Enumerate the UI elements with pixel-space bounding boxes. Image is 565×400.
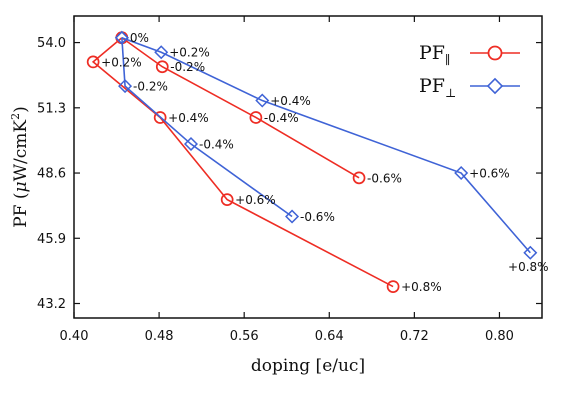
legend-marker-parallel xyxy=(487,45,503,61)
data-point xyxy=(220,193,234,206)
series-line xyxy=(121,37,293,218)
point-label: +0.4% xyxy=(270,94,311,108)
data-point xyxy=(86,55,100,69)
legend-sub-parallel: ∥ xyxy=(445,53,451,67)
data-point xyxy=(454,166,469,181)
point-labels: +0.8% +0.6% +0.4% +0.2% 0% -0.2% -0.4% -0.6% +0.… xyxy=(101,31,548,294)
series-line xyxy=(121,37,360,179)
legend-entry-perpendicular: PF⊥ xyxy=(419,75,520,100)
y-axis-title: PF (μW/cmK2) xyxy=(9,106,31,228)
data-point xyxy=(352,171,366,185)
point-label: +0.2% xyxy=(101,55,142,69)
x-axis-title: doping [e/uc] xyxy=(251,356,365,376)
y-tick-label: 51.3 xyxy=(37,101,66,116)
point-label: -0.2% xyxy=(170,60,205,74)
y-tick-label: 43.2 xyxy=(37,297,66,312)
x-axis: 0.40 0.48 0.56 0.64 0.72 0.80 xyxy=(60,16,514,344)
data-point xyxy=(386,280,400,293)
data-point xyxy=(155,60,169,74)
point-label: -0.4% xyxy=(199,138,234,152)
point-label: +0.6% xyxy=(235,193,276,207)
data-point xyxy=(154,45,169,60)
y-tick-label: 54.0 xyxy=(37,36,66,51)
point-label: +0.6% xyxy=(469,167,510,181)
x-tick-label: 0.48 xyxy=(145,329,174,344)
x-tick-label: 0.56 xyxy=(230,329,259,344)
x-tick-label: 0.64 xyxy=(315,329,344,344)
svg-text:PF∥: PF∥ xyxy=(419,42,451,67)
data-point xyxy=(114,30,129,45)
x-tick-label: 0.40 xyxy=(60,329,89,344)
point-label: -0.2% xyxy=(133,80,168,94)
series-line xyxy=(91,37,394,288)
point-label: -0.6% xyxy=(300,210,335,224)
point-label: -0.4% xyxy=(264,111,299,125)
svg-text:PF⊥: PF⊥ xyxy=(419,75,456,100)
legend: PF∥ PF⊥ xyxy=(419,42,520,100)
legend-label-parallel: PF xyxy=(419,42,445,64)
y-axis: 43.2 45.9 48.6 51.3 54.0 xyxy=(37,36,542,312)
point-label: +0.2% xyxy=(169,46,210,60)
x-tick-label: 0.80 xyxy=(485,329,514,344)
point-label: +0.8% xyxy=(508,260,549,274)
point-label: -0.6% xyxy=(367,171,402,185)
legend-sub-perpendicular: ⊥ xyxy=(445,86,456,100)
data-point xyxy=(285,209,300,224)
series-perpendicular xyxy=(114,30,538,260)
data-point xyxy=(523,245,538,260)
point-label: 0% xyxy=(130,31,149,45)
x-tick-label: 0.72 xyxy=(400,329,429,344)
series-parallel xyxy=(86,31,400,293)
data-point xyxy=(153,111,167,124)
y-tick-label: 48.6 xyxy=(37,167,66,182)
data-point xyxy=(183,137,199,152)
legend-label-perpendicular: PF xyxy=(419,75,445,97)
legend-entry-parallel: PF∥ xyxy=(419,42,520,67)
legend-marker-perpendicular xyxy=(486,77,504,95)
series-line xyxy=(121,36,531,254)
point-label: +0.4% xyxy=(168,111,209,125)
y-tick-label: 45.9 xyxy=(37,232,66,247)
data-point xyxy=(255,93,270,108)
point-label: +0.8% xyxy=(401,280,442,294)
data-point xyxy=(118,79,133,94)
plot-frame xyxy=(73,15,543,319)
data-point xyxy=(249,111,263,124)
series-layer: +0.8% +0.6% +0.4% +0.2% 0% -0.2% -0.4% -0.6% +0.… xyxy=(86,30,549,294)
